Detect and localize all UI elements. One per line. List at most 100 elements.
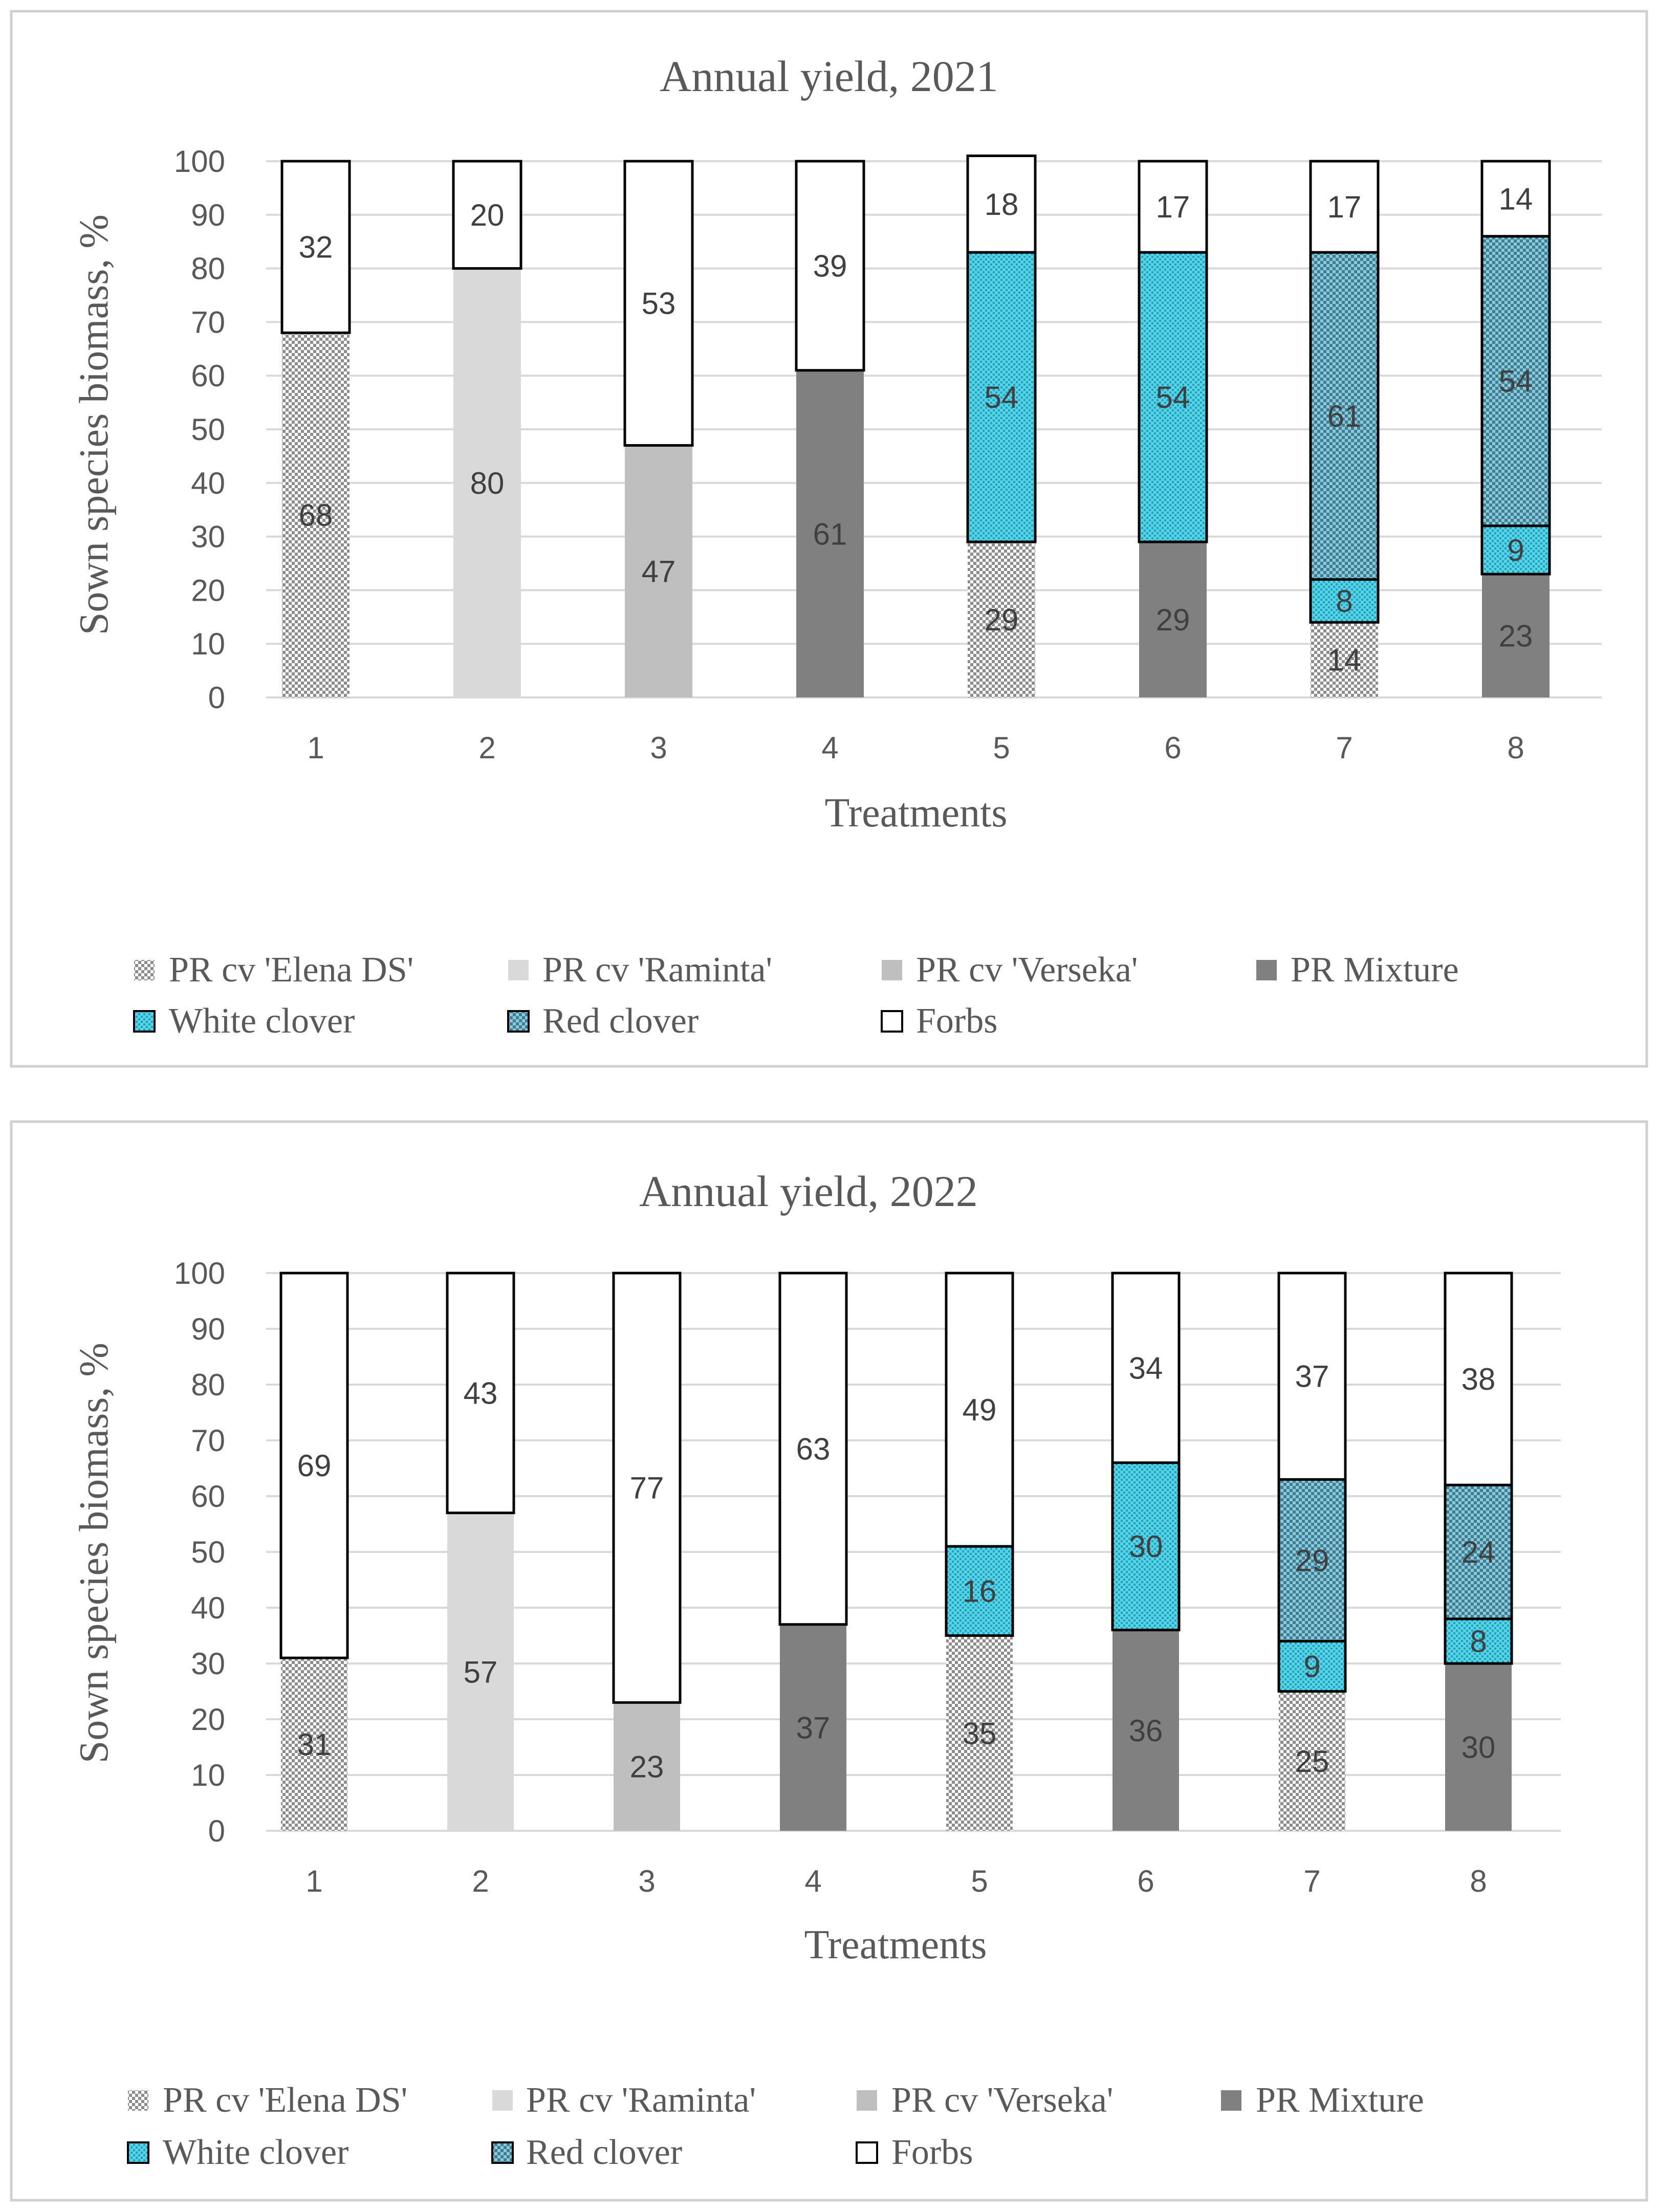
x-tick-label: 4 <box>804 1864 821 1898</box>
data-label: 16 <box>963 1574 997 1608</box>
legend-label: PR cv 'Verseka' <box>891 2080 1113 2120</box>
legend-label: Red clover <box>542 1001 699 1041</box>
data-label: 80 <box>470 466 505 500</box>
bar-segment-pr-mixture <box>1112 1630 1179 1831</box>
x-tick-label: 5 <box>971 1864 988 1898</box>
bar-segment-forbs <box>966 155 1037 254</box>
legend-item-red-clover: Red clover <box>491 2133 682 2172</box>
legend-item-elena: PR cv 'Elena DS' <box>128 2080 407 2120</box>
legend-label: White clover <box>169 1001 355 1041</box>
y-tick-label: 30 <box>191 1647 225 1681</box>
bar-segment-pr-mixture <box>1482 574 1550 697</box>
bar-segment-forbs <box>1138 160 1208 254</box>
y-tick-label: 70 <box>191 305 225 339</box>
bar-segment-pr-cv-elena-ds <box>1279 1691 1345 1831</box>
legend-swatch <box>128 2090 148 2111</box>
data-label: 54 <box>985 380 1019 414</box>
legend-swatch <box>881 1010 903 1033</box>
y-tick-label: 10 <box>191 627 225 661</box>
x-tick-label: 3 <box>650 731 667 765</box>
data-label: 38 <box>1461 1362 1496 1396</box>
legend-label: PR cv 'Verseka' <box>916 950 1138 990</box>
legend-item-elena: PR cv 'Elena DS' <box>134 950 413 990</box>
x-tick-label: 5 <box>993 731 1010 765</box>
y-tick-label: 100 <box>174 144 225 179</box>
bar-segment-forbs <box>279 1272 349 1659</box>
x-tick-label: 1 <box>306 1864 322 1898</box>
bar-segment-white-clover <box>1138 251 1208 543</box>
data-label: 29 <box>985 603 1019 637</box>
bar-segment-pr-cv-elena-ds <box>968 542 1035 697</box>
legend-item-raminta: PR cv 'Raminta' <box>492 2080 756 2120</box>
data-label: 54 <box>1499 364 1533 399</box>
bar-segment-forbs <box>623 160 694 447</box>
bar-segment-forbs <box>1480 160 1551 238</box>
data-label: 32 <box>299 230 333 265</box>
bar-segment-pr-mixture <box>1445 1663 1512 1831</box>
y-axis-title: Sown species biomass, % <box>72 1343 117 1763</box>
legend: PR cv 'Elena DS' PR cv 'Raminta' PR cv '… <box>127 2080 1424 2172</box>
x-tick-label: 3 <box>638 1864 655 1898</box>
bar-segment-pr-cv-raminta <box>447 1513 514 1831</box>
data-label: 36 <box>1129 1714 1163 1748</box>
legend-label: PR Mixture <box>1291 950 1459 990</box>
x-tick-label: 2 <box>478 731 495 765</box>
bar-segment-forbs <box>945 1272 1014 1548</box>
legend-item-raminta: PR cv 'Raminta' <box>508 950 772 990</box>
y-tick-label: 0 <box>208 681 225 715</box>
data-label: 77 <box>630 1471 664 1505</box>
bar-segment-pr-mixture <box>780 1624 846 1831</box>
bar-segment-forbs <box>1444 1272 1513 1486</box>
bar-segment-forbs <box>1309 160 1380 254</box>
data-label: 23 <box>1499 619 1533 653</box>
data-label: 49 <box>963 1393 997 1427</box>
bar-segment-forbs <box>280 160 351 334</box>
data-label: 30 <box>1461 1731 1496 1765</box>
bar-segment-forbs <box>452 160 522 270</box>
legend-label: Forbs <box>916 1001 997 1041</box>
bar-segment-forbs <box>446 1272 515 1515</box>
legend-swatch <box>133 1010 156 1033</box>
x-axis-title: Treatments <box>804 1922 987 1967</box>
legend-item-red-clover: Red clover <box>507 1001 699 1041</box>
chart-title: Annual yield, 2022 <box>639 1167 978 1216</box>
legend-swatch <box>1221 2090 1241 2111</box>
legend: PR cv 'Elena DS' PR cv 'Raminta' PR cv '… <box>133 950 1459 1041</box>
bar-segment-pr-mixture <box>796 370 864 697</box>
legend-swatch <box>507 1010 530 1033</box>
chart-2021: Annual yield, 2021 0 10 20 30 40 50 60 7… <box>10 10 1648 1068</box>
x-tick-label: 8 <box>1470 1864 1487 1898</box>
data-label: 29 <box>1295 1543 1329 1578</box>
y-axis-title: Sown species biomass, % <box>72 214 117 635</box>
data-label: 63 <box>796 1432 831 1466</box>
legend-swatch <box>127 2141 149 2164</box>
legend-label: Red clover <box>526 2133 682 2172</box>
bar-segment-pr-cv-elena-ds <box>282 333 350 697</box>
y-tick-label: 80 <box>191 252 225 286</box>
bar-segment-pr-cv-elena-ds <box>281 1658 347 1831</box>
y-tick-label: 40 <box>191 466 225 500</box>
y-tick-label: 60 <box>191 1479 225 1514</box>
data-label: 14 <box>1499 182 1533 216</box>
x-tick-label: 7 <box>1336 731 1352 765</box>
data-label: 54 <box>1156 380 1190 414</box>
y-tick-labels: 0 10 20 30 40 50 60 70 80 90 100 <box>174 1256 225 1848</box>
legend-label: PR Mixture <box>1256 2080 1424 2120</box>
data-label: 8 <box>1336 584 1352 618</box>
bar-segment-pr-cv-verseka <box>625 445 692 697</box>
data-label: 61 <box>1327 399 1362 433</box>
y-tick-label: 100 <box>174 1256 225 1290</box>
y-tick-label: 30 <box>191 520 225 554</box>
x-axis-title: Treatments <box>824 791 1007 836</box>
data-label: 14 <box>1327 643 1362 677</box>
legend-swatch <box>508 960 529 980</box>
x-tick-label: 2 <box>472 1864 489 1898</box>
data-label: 25 <box>1295 1744 1329 1779</box>
y-tick-label: 60 <box>191 359 225 393</box>
legend-item-forbs: Forbs <box>856 2133 973 2172</box>
data-label: 37 <box>1295 1360 1329 1394</box>
y-tick-label: 90 <box>191 198 225 232</box>
data-label: 39 <box>813 249 847 283</box>
data-label: 68 <box>299 498 333 533</box>
